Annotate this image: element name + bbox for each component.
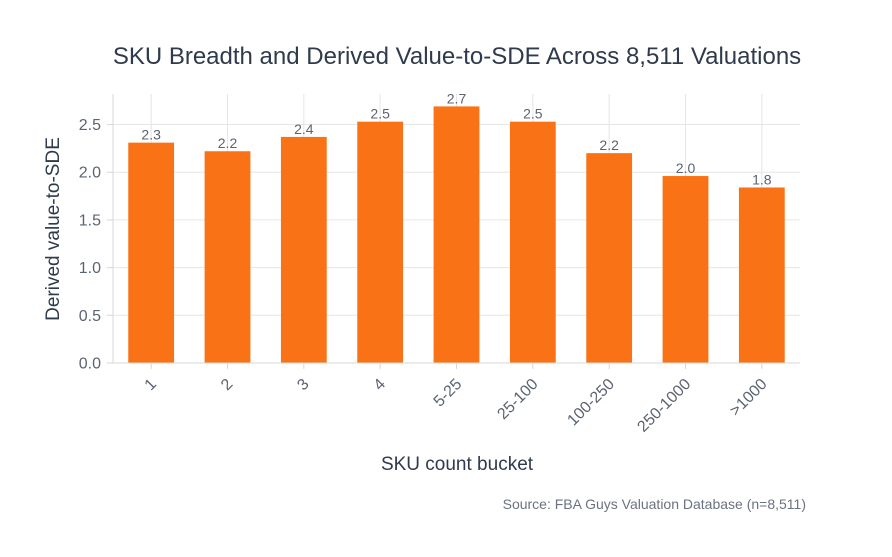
x-axis: 1 2 3 4 5-25 25-100 100-250 250-1000 >1000 — [113, 362, 800, 436]
data-labels: 2.3 2.2 2.4 2.5 2.7 2.5 2.2 2.0 1.8 — [141, 90, 771, 187]
data-label: 2.5 — [370, 106, 390, 122]
bar — [509, 121, 556, 364]
data-label: 2.2 — [599, 137, 619, 153]
data-label: 2.3 — [141, 127, 161, 143]
bars — [128, 106, 785, 364]
bar — [280, 136, 327, 363]
y-tick-label: 1.0 — [79, 260, 101, 277]
source-note: Source: FBA Guys Valuation Database (n=8… — [503, 496, 806, 512]
data-label: 2.4 — [294, 121, 314, 137]
bar — [433, 106, 480, 364]
bar — [204, 151, 251, 363]
y-tick-label: 2.5 — [79, 117, 101, 134]
data-label: 2.5 — [523, 106, 543, 122]
x-tick-label: 1 — [142, 376, 160, 394]
bar — [586, 153, 633, 363]
x-tick-label: 250-1000 — [634, 376, 694, 436]
y-tick-label: 1.5 — [79, 212, 101, 229]
data-label: 2.0 — [676, 160, 696, 176]
y-tick-label: 0.5 — [79, 308, 101, 325]
y-tick-label: 0.0 — [79, 356, 101, 373]
chart-title: SKU Breadth and Derived Value-to-SDE Acr… — [113, 43, 801, 70]
bar — [128, 142, 175, 363]
x-tick-label: 25-100 — [494, 376, 541, 423]
data-label: 1.8 — [752, 171, 772, 187]
x-tick-label: >1000 — [727, 376, 771, 420]
y-tick-label: 2.0 — [79, 165, 101, 182]
bar — [662, 176, 709, 363]
x-tick-label: 4 — [371, 376, 389, 394]
bar — [357, 121, 404, 364]
x-tick-label: 2 — [218, 376, 236, 394]
data-label: 2.7 — [447, 90, 467, 106]
x-tick-label: 5-25 — [431, 376, 466, 411]
x-tick-label: 3 — [294, 376, 312, 394]
y-axis-label: Derived value-to-SDE — [43, 137, 64, 321]
y-axis: 0.0 0.5 1.0 1.5 2.0 2.5 — [79, 94, 114, 373]
data-label: 2.2 — [218, 135, 238, 151]
x-axis-label: SKU count bucket — [381, 454, 534, 475]
bar — [738, 187, 785, 363]
x-tick-label: 100-250 — [564, 376, 618, 430]
